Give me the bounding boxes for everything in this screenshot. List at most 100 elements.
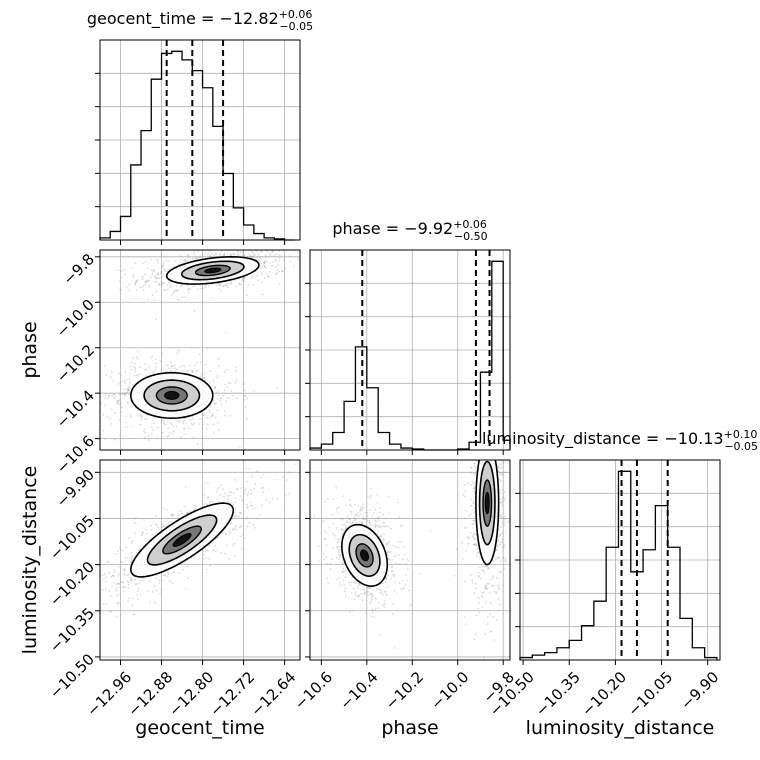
sample-point <box>236 515 238 517</box>
sample-point <box>214 402 217 405</box>
sample-point <box>400 588 402 590</box>
sample-point <box>151 355 154 357</box>
sample-point <box>497 588 500 590</box>
sample-point <box>485 564 488 567</box>
sample-point <box>184 486 187 488</box>
sample-point <box>108 572 111 574</box>
sample-point <box>104 437 106 440</box>
sample-point <box>172 514 175 517</box>
sample-point <box>231 518 233 521</box>
sample-point <box>230 254 232 256</box>
sample-point <box>199 256 202 259</box>
sample-point <box>163 422 165 425</box>
sample-point <box>222 285 224 288</box>
sample-point <box>353 581 356 584</box>
sample-point <box>100 402 103 405</box>
sample-point <box>502 556 505 559</box>
sample-point <box>379 525 382 527</box>
sample-point <box>209 564 212 567</box>
sample-point <box>500 526 502 528</box>
sample-point <box>110 423 113 425</box>
sample-point <box>183 505 186 508</box>
sample-point <box>501 504 504 507</box>
sample-point <box>481 404 483 406</box>
sample-point <box>271 497 274 500</box>
sample-point <box>151 426 153 429</box>
sample-point <box>323 258 325 260</box>
sample-point <box>338 548 340 551</box>
sample-point <box>485 422 487 424</box>
sample-point <box>353 598 356 601</box>
sample-point <box>346 521 348 524</box>
contour-level-core <box>164 390 180 400</box>
sample-point <box>496 455 498 457</box>
sample-point <box>362 518 364 521</box>
sample-point <box>217 288 220 291</box>
sample-point <box>264 256 267 259</box>
sample-point <box>349 499 351 501</box>
sample-point <box>470 448 472 450</box>
sample-point <box>144 281 147 284</box>
sample-point <box>402 588 404 590</box>
sample-point <box>377 526 380 528</box>
sample-point <box>190 346 193 349</box>
sample-point <box>368 587 371 589</box>
sample-point <box>477 572 480 574</box>
sample-point <box>277 264 279 266</box>
sample-point <box>335 527 338 529</box>
sample-point <box>98 384 100 386</box>
sample-point <box>342 529 344 532</box>
sample-point <box>211 501 214 503</box>
sample-point <box>482 569 485 571</box>
sample-point <box>486 587 489 590</box>
sample-point <box>346 520 349 523</box>
sample-point <box>190 369 193 372</box>
sample-point <box>120 288 123 291</box>
sample-point <box>239 511 242 514</box>
sample-point <box>164 289 167 291</box>
sample-point <box>342 567 345 570</box>
sample-point <box>384 525 387 528</box>
sample-point <box>495 590 498 593</box>
sample-point <box>216 488 219 491</box>
sample-point <box>107 397 110 400</box>
sample-point <box>473 533 476 535</box>
sample-point <box>132 274 135 277</box>
sample-point <box>470 472 472 474</box>
sample-point <box>223 495 226 498</box>
sample-point <box>360 521 363 523</box>
sample-point <box>338 577 340 580</box>
sample-point <box>141 532 144 534</box>
sample-point <box>208 245 210 247</box>
sample-point <box>235 244 237 246</box>
sample-point <box>226 252 229 255</box>
sample-point <box>478 434 480 436</box>
sample-point <box>239 495 242 497</box>
sample-point <box>385 542 388 544</box>
sample-point <box>134 531 137 534</box>
sample-point <box>146 280 149 283</box>
sample-point <box>341 561 344 564</box>
sample-point <box>382 538 385 541</box>
sample-point <box>234 555 237 558</box>
sample-point <box>166 284 169 287</box>
sample-point <box>503 497 506 500</box>
sample-point <box>256 517 259 520</box>
sample-point <box>247 491 250 494</box>
sample-point <box>166 421 169 423</box>
sample-point <box>164 275 167 278</box>
contour-level-core <box>360 549 370 562</box>
sample-point <box>345 569 347 572</box>
sample-point <box>391 570 393 573</box>
sample-point <box>357 587 359 589</box>
sample-point <box>161 276 164 279</box>
sample-point <box>127 402 129 405</box>
sample-point <box>130 552 133 554</box>
sample-point <box>285 494 287 497</box>
sample-point <box>161 282 164 285</box>
sample-point <box>125 379 128 381</box>
sample-point <box>223 253 226 256</box>
sample-point <box>230 281 233 283</box>
sample-point <box>374 508 377 511</box>
sample-point <box>507 520 510 523</box>
